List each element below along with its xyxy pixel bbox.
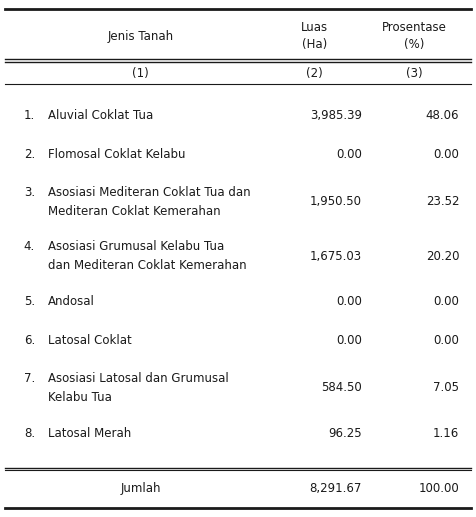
Text: 1,950.50: 1,950.50	[310, 195, 362, 208]
Text: 0.00: 0.00	[336, 148, 362, 161]
Text: Kelabu Tua: Kelabu Tua	[48, 391, 111, 404]
Text: Mediteran Coklat Kemerahan: Mediteran Coklat Kemerahan	[48, 205, 220, 218]
Text: 584.50: 584.50	[321, 382, 362, 394]
Text: 6.: 6.	[24, 334, 35, 347]
Text: 23.52: 23.52	[426, 195, 459, 208]
Text: Flomosal Coklat Kelabu: Flomosal Coklat Kelabu	[48, 148, 185, 161]
Text: Jumlah: Jumlah	[120, 482, 161, 495]
Text: 0.00: 0.00	[434, 148, 459, 161]
Text: Asosiasi Grumusal Kelabu Tua: Asosiasi Grumusal Kelabu Tua	[48, 240, 224, 253]
Text: 1.: 1.	[24, 109, 35, 122]
Text: 3,985.39: 3,985.39	[310, 109, 362, 122]
Text: Jenis Tanah: Jenis Tanah	[108, 29, 173, 43]
Text: Latosal Merah: Latosal Merah	[48, 427, 131, 440]
Text: 96.25: 96.25	[328, 427, 362, 440]
Text: (Ha): (Ha)	[301, 38, 327, 51]
Text: 48.06: 48.06	[426, 109, 459, 122]
Text: (%): (%)	[404, 38, 424, 51]
Text: Luas: Luas	[301, 21, 327, 35]
Text: Prosentase: Prosentase	[382, 21, 446, 35]
Text: 2.: 2.	[24, 148, 35, 161]
Text: dan Mediteran Coklat Kemerahan: dan Mediteran Coklat Kemerahan	[48, 260, 246, 272]
Text: Andosal: Andosal	[48, 295, 94, 308]
Text: 3.: 3.	[24, 186, 35, 199]
Text: 0.00: 0.00	[434, 334, 459, 347]
Text: (2): (2)	[306, 67, 323, 80]
Text: 1,675.03: 1,675.03	[309, 250, 362, 263]
Text: 4.: 4.	[24, 240, 35, 253]
Text: 7.: 7.	[24, 372, 35, 385]
Text: 7.05: 7.05	[433, 382, 459, 394]
Text: 8.: 8.	[24, 427, 35, 440]
Text: 8,291.67: 8,291.67	[309, 482, 362, 495]
Text: Asosiasi Latosal dan Grumusal: Asosiasi Latosal dan Grumusal	[48, 372, 228, 385]
Text: 20.20: 20.20	[426, 250, 459, 263]
Text: (3): (3)	[406, 67, 422, 80]
Text: 0.00: 0.00	[336, 334, 362, 347]
Text: Asosiasi Mediteran Coklat Tua dan: Asosiasi Mediteran Coklat Tua dan	[48, 186, 250, 199]
Text: 0.00: 0.00	[434, 295, 459, 308]
Text: Aluvial Coklat Tua: Aluvial Coklat Tua	[48, 109, 153, 122]
Text: Latosal Coklat: Latosal Coklat	[48, 334, 131, 347]
Text: (1): (1)	[132, 67, 149, 80]
Text: 100.00: 100.00	[418, 482, 459, 495]
Text: 0.00: 0.00	[336, 295, 362, 308]
Text: 5.: 5.	[24, 295, 35, 308]
Text: 1.16: 1.16	[433, 427, 459, 440]
